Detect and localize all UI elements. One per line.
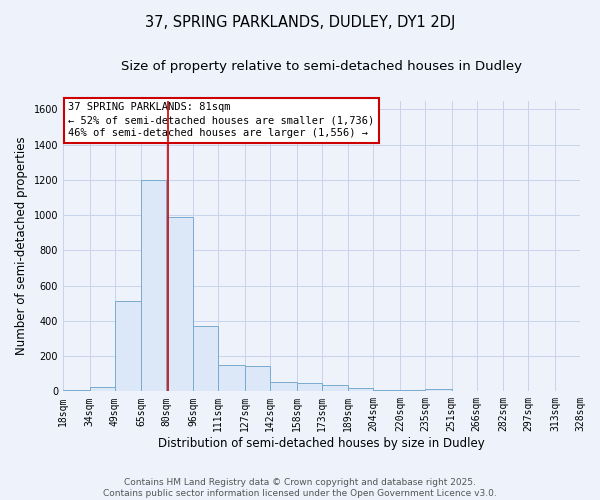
Text: Contains HM Land Registry data © Crown copyright and database right 2025.
Contai: Contains HM Land Registry data © Crown c…	[103, 478, 497, 498]
Bar	[296, 382, 322, 392]
Bar	[142, 180, 166, 392]
Bar	[218, 365, 245, 392]
Bar	[322, 385, 348, 392]
Bar	[373, 390, 400, 392]
Title: Size of property relative to semi-detached houses in Dudley: Size of property relative to semi-detach…	[121, 60, 522, 73]
Bar	[348, 388, 373, 392]
X-axis label: Distribution of semi-detached houses by size in Dudley: Distribution of semi-detached houses by …	[158, 437, 485, 450]
Bar	[166, 217, 193, 392]
Bar	[63, 390, 90, 392]
Bar	[115, 302, 142, 392]
Bar	[400, 390, 425, 392]
Text: 37, SPRING PARKLANDS, DUDLEY, DY1 2DJ: 37, SPRING PARKLANDS, DUDLEY, DY1 2DJ	[145, 15, 455, 30]
Bar	[245, 366, 270, 392]
Bar	[425, 388, 452, 392]
Y-axis label: Number of semi-detached properties: Number of semi-detached properties	[15, 136, 28, 356]
Bar	[193, 326, 218, 392]
Bar	[90, 387, 115, 392]
Bar	[270, 382, 296, 392]
Text: 37 SPRING PARKLANDS: 81sqm
← 52% of semi-detached houses are smaller (1,736)
46%: 37 SPRING PARKLANDS: 81sqm ← 52% of semi…	[68, 102, 374, 139]
